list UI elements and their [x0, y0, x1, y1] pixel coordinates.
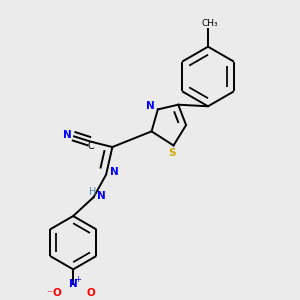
Text: O: O: [86, 288, 95, 298]
Text: N: N: [97, 191, 106, 201]
Text: H: H: [89, 187, 97, 196]
Text: N: N: [63, 130, 72, 140]
Text: O: O: [52, 288, 61, 298]
Text: C: C: [87, 141, 94, 152]
Text: S: S: [169, 148, 176, 158]
Text: CH₃: CH₃: [201, 19, 218, 28]
Text: +: +: [74, 275, 81, 284]
Text: N: N: [69, 279, 77, 290]
Text: N: N: [110, 167, 119, 177]
Text: ⁻: ⁻: [46, 289, 52, 299]
Text: N: N: [146, 101, 154, 111]
